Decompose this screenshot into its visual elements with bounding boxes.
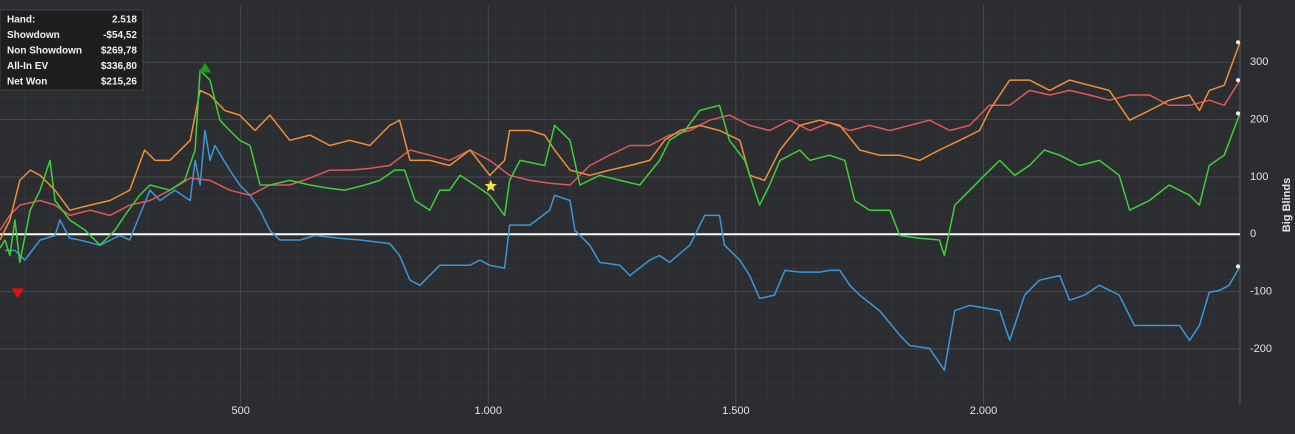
ticks: -200 -100 0 100 200 300 500 1.000 1.500 2.000 (231, 56, 1272, 417)
x-tick-label: 500 (231, 405, 249, 417)
stats-background (0, 9, 144, 91)
y-tick-label: -100 (1250, 286, 1272, 298)
y-tick-label: 100 (1250, 171, 1268, 183)
series-line (0, 69, 1241, 264)
stat-value: -$54,52 (103, 30, 137, 41)
y-tick-label: 300 (1250, 56, 1268, 68)
series-line (5, 129, 1241, 371)
stat-label: Hand: (7, 15, 35, 26)
y-tick-label: 0 (1250, 228, 1256, 240)
x-tick-label: 1.500 (722, 405, 750, 417)
grid (0, 5, 1240, 404)
y-tick-label: 200 (1250, 114, 1268, 126)
stat-value: 2.518 (112, 15, 137, 26)
stat-label: Showdown (7, 30, 60, 41)
end-point (1236, 264, 1240, 269)
x-tick-label: 2.000 (970, 405, 998, 417)
end-point (1236, 78, 1240, 83)
y-tick-label: -200 (1250, 343, 1272, 355)
lines (0, 42, 1241, 371)
marker-triangle-up (199, 62, 212, 73)
stat-label: Non Showdown (7, 46, 82, 57)
markers (11, 40, 1240, 299)
stat-value: $336,80 (101, 61, 138, 72)
stats-box: Hand: 2.518 Showdown -$54,52 Non Showdown $26… (0, 9, 144, 91)
stat-value: $269,78 (101, 46, 138, 57)
end-point (1236, 111, 1240, 116)
marker-star (484, 179, 497, 192)
series-line (0, 42, 1241, 241)
minor-grid (0, 5, 1240, 404)
stat-label: All-In EV (7, 61, 48, 72)
end-point (1236, 40, 1240, 45)
y-axis-label: Big Blinds (1281, 178, 1293, 232)
stat-value: $215,26 (101, 77, 138, 88)
x-tick-label: 1.000 (475, 405, 503, 417)
stat-label: Net Won (7, 77, 47, 88)
marker-triangle-down (11, 288, 24, 299)
